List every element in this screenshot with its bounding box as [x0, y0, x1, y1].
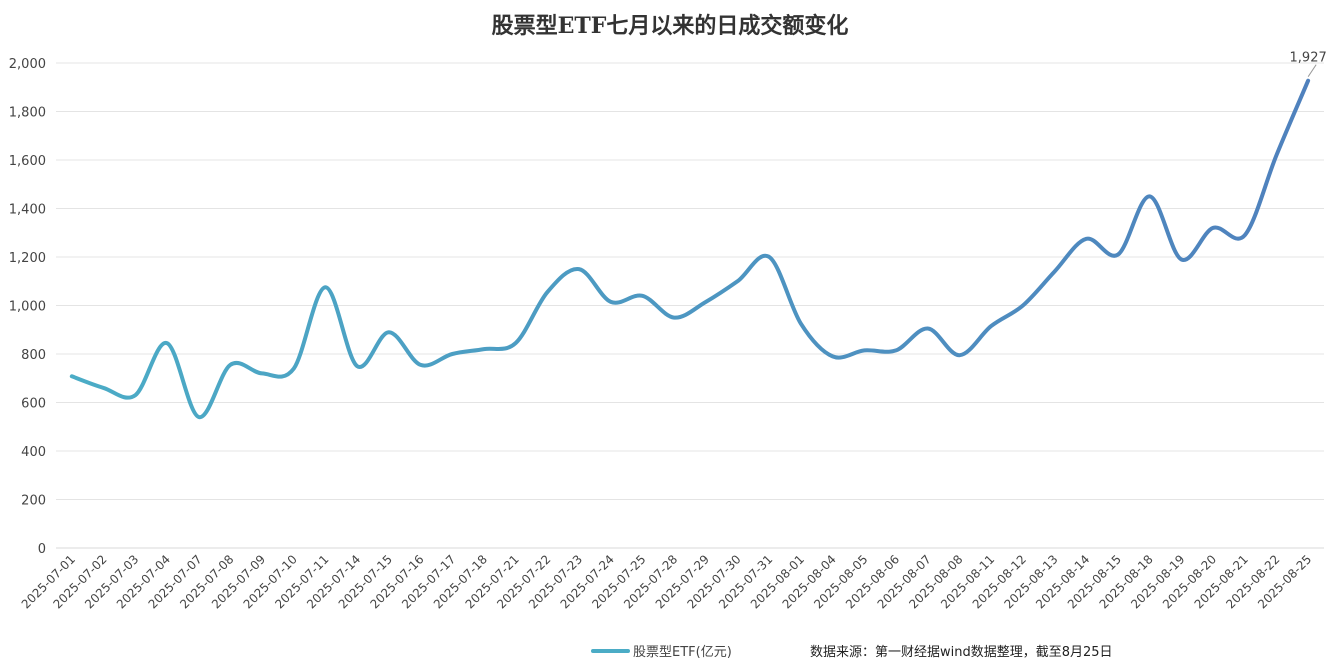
legend: 股票型ETF(亿元) [591, 645, 732, 660]
chart-title: 股票型ETF七月以来的日成交额变化 [492, 13, 849, 39]
data-point [1211, 226, 1215, 230]
data-point [1274, 153, 1278, 157]
data-point [482, 347, 486, 351]
y-tick-label: 1,400 [9, 203, 46, 218]
y-tick-label: 200 [21, 494, 46, 509]
data-point [1306, 79, 1310, 83]
data-point [672, 316, 676, 320]
source-note: 数据来源：第一财经据wind数据整理，截至8月25日 [810, 645, 1113, 660]
data-point [799, 322, 803, 326]
y-tick-label: 1,600 [9, 154, 46, 169]
data-point [862, 348, 866, 352]
data-point [545, 290, 549, 294]
data-point [609, 300, 613, 304]
data-point [387, 330, 391, 334]
data-point [1179, 257, 1183, 261]
data-point [577, 267, 581, 271]
data-point [1243, 233, 1247, 237]
data-point [228, 363, 232, 367]
series-line [69, 78, 1311, 419]
y-tick-label: 1,800 [9, 106, 46, 121]
data-point [419, 363, 423, 367]
gridlines [56, 62, 1324, 500]
y-tick-label: 0 [38, 542, 46, 557]
y-tick-label: 800 [21, 348, 46, 363]
data-point [957, 353, 961, 357]
y-tick-label: 2,000 [9, 57, 46, 72]
data-point [514, 341, 518, 345]
y-axis-ticks: 0 200 400 600 800 1,000 1,200 1,400 1,600 1,800 2,… [9, 57, 46, 557]
data-point [133, 393, 137, 397]
data-point [70, 374, 74, 378]
y-tick-label: 1,000 [9, 300, 46, 315]
peak-data-label: 1,927 [1290, 51, 1327, 66]
data-point [260, 371, 264, 375]
data-point [1084, 237, 1088, 241]
data-point [165, 341, 169, 345]
y-tick-label: 400 [21, 445, 46, 460]
data-point [894, 348, 898, 352]
data-point [197, 415, 201, 419]
legend-label: 股票型ETF(亿元) [633, 645, 732, 660]
data-point [831, 354, 835, 358]
data-point [1021, 304, 1025, 308]
data-point [989, 324, 993, 328]
data-point [355, 364, 359, 368]
data-point [704, 300, 708, 304]
data-point [736, 279, 740, 283]
data-point [640, 294, 644, 298]
data-point [102, 386, 106, 390]
data-point [1053, 270, 1057, 274]
peak-label-leader [1307, 64, 1317, 77]
data-point [926, 327, 930, 331]
x-axis-ticks: 2025-07-012025-07-022025-07-032025-07-04… [19, 552, 1315, 611]
y-tick-label: 1,200 [9, 251, 46, 266]
data-point [450, 352, 454, 356]
data-point [1116, 253, 1120, 257]
y-tick-label: 600 [21, 397, 46, 412]
data-point [767, 255, 771, 259]
data-point [323, 285, 327, 289]
data-point [292, 367, 296, 371]
data-point [1148, 194, 1152, 198]
